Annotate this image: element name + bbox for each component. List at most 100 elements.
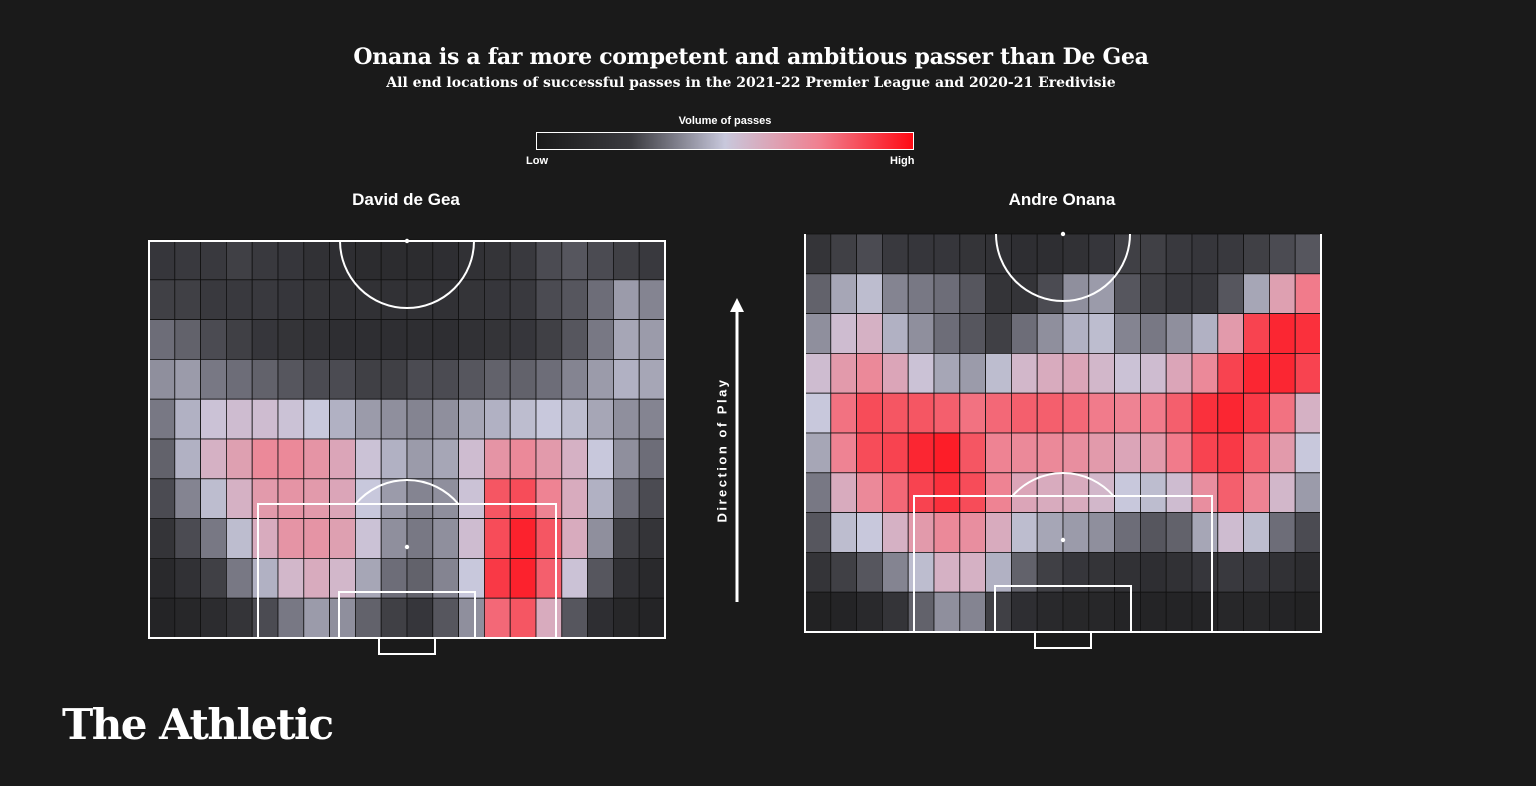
heatmap-cell bbox=[251, 557, 279, 599]
six-yard-box bbox=[994, 585, 1132, 632]
heatmap-cell bbox=[226, 398, 253, 440]
heatmap-cell bbox=[535, 438, 563, 480]
heatmap-cell bbox=[1243, 353, 1270, 394]
heatmap-cell bbox=[483, 239, 511, 281]
pitch-boundary-line bbox=[148, 240, 666, 639]
heatmap-cell bbox=[458, 319, 485, 360]
heatmap-cell bbox=[535, 398, 563, 440]
heatmap-cell bbox=[1062, 273, 1090, 314]
heatmap-cell bbox=[882, 273, 909, 314]
heatmap-cell bbox=[1165, 273, 1193, 314]
heatmap-cell bbox=[1010, 392, 1038, 434]
heatmap-cell bbox=[587, 557, 614, 599]
heatmap-cell bbox=[303, 279, 331, 320]
heatmap-cell bbox=[226, 518, 253, 559]
heatmap-cell bbox=[509, 398, 537, 440]
heatmap-cell bbox=[985, 512, 1012, 553]
heatmap-cell bbox=[1165, 233, 1193, 275]
heatmap-cell bbox=[638, 438, 666, 480]
heatmap-cell bbox=[1191, 472, 1219, 514]
heatmap-cell bbox=[354, 358, 382, 400]
heatmap-cell bbox=[1217, 392, 1244, 434]
heatmap-cell bbox=[804, 512, 832, 553]
heatmap-cell bbox=[1294, 313, 1322, 354]
heatmap-cell bbox=[804, 591, 832, 633]
heatmap-cell bbox=[458, 438, 485, 480]
heatmap-cell bbox=[1217, 551, 1244, 593]
heatmap-cell bbox=[1036, 432, 1064, 474]
heatmap-cell bbox=[882, 472, 909, 514]
heatmap-cell bbox=[1217, 472, 1244, 514]
heatmap-cell bbox=[1165, 512, 1193, 553]
heatmap-cell bbox=[1088, 512, 1115, 553]
heatmap-cell bbox=[907, 591, 935, 633]
heatmap-cell bbox=[561, 438, 588, 480]
heatmap-cell bbox=[174, 279, 201, 320]
heatmap-cell bbox=[458, 279, 485, 320]
heatmap-cell bbox=[458, 597, 485, 639]
heatmap-cell bbox=[1294, 512, 1322, 553]
heatmap-cell bbox=[1139, 353, 1167, 394]
heatmap-cell bbox=[1191, 313, 1219, 354]
heatmap-cell bbox=[303, 319, 331, 360]
goal bbox=[1034, 632, 1092, 649]
legend-low-label: Low bbox=[526, 155, 548, 167]
heatmap-cell bbox=[612, 358, 640, 400]
heatmap-cell bbox=[882, 591, 909, 633]
heatmap-cell bbox=[432, 358, 459, 400]
heatmap-cell bbox=[1139, 591, 1167, 633]
heatmap-cell bbox=[856, 233, 883, 275]
heatmap-cell bbox=[174, 478, 201, 520]
heatmap-cell bbox=[535, 239, 563, 281]
heatmap-cell bbox=[1165, 313, 1193, 354]
direction-of-play-label: Direction of Play bbox=[714, 377, 730, 523]
heatmap-cell bbox=[354, 279, 382, 320]
heatmap-cell bbox=[1114, 432, 1141, 474]
penalty-spot bbox=[404, 544, 410, 550]
heatmap-cell bbox=[406, 518, 434, 559]
heatmap-cell bbox=[251, 239, 279, 281]
heatmap-cell bbox=[148, 597, 176, 639]
heatmap-cell bbox=[535, 518, 563, 559]
heatmap-cell bbox=[483, 279, 511, 320]
heatmap-cell bbox=[1010, 353, 1038, 394]
centre-circle bbox=[995, 234, 1131, 302]
heatmap-cell bbox=[1268, 273, 1296, 314]
centre-circle bbox=[339, 240, 475, 309]
heatmap-cell bbox=[1294, 432, 1322, 474]
heatmap-cell bbox=[882, 353, 909, 394]
heatmap-cell bbox=[830, 591, 857, 633]
heatmap-cell bbox=[1268, 392, 1296, 434]
heatmap-cell bbox=[587, 398, 614, 440]
heatmap-cell bbox=[907, 512, 935, 553]
heatmap-cell bbox=[354, 597, 382, 639]
chart-title: Onana is a far more competent and ambiti… bbox=[353, 44, 1149, 70]
heatmap-cell bbox=[1165, 432, 1193, 474]
heatmap-cell bbox=[277, 438, 305, 480]
heatmap-cell bbox=[1139, 392, 1167, 434]
heatmap-cell bbox=[1294, 591, 1322, 633]
heatmap-cell bbox=[329, 478, 356, 520]
heatmap-cell bbox=[1191, 233, 1219, 275]
heatmap-cell bbox=[1243, 392, 1270, 434]
heatmap-cell bbox=[612, 478, 640, 520]
heatmap-cell bbox=[1217, 313, 1244, 354]
heatmap-cell bbox=[856, 273, 883, 314]
heatmap-cell bbox=[251, 319, 279, 360]
heatmap-cell bbox=[406, 478, 434, 520]
heatmap-cell bbox=[638, 557, 666, 599]
heatmap-cell bbox=[303, 239, 331, 281]
heatmap-cell bbox=[277, 398, 305, 440]
heatmap-cell bbox=[1114, 392, 1141, 434]
legend-high-label: High bbox=[890, 155, 915, 167]
heatmap-cell bbox=[329, 438, 356, 480]
heatmap-cell bbox=[483, 319, 511, 360]
heatmap-cell bbox=[483, 557, 511, 599]
heatmap-cell bbox=[406, 438, 434, 480]
heatmap-cell bbox=[1062, 392, 1090, 434]
penalty-area bbox=[257, 503, 557, 638]
heatmap-cell bbox=[1268, 353, 1296, 394]
heatmap-cell bbox=[406, 239, 434, 281]
heatmap-cell bbox=[959, 591, 987, 633]
brand-logo: The Athletic bbox=[62, 700, 334, 749]
